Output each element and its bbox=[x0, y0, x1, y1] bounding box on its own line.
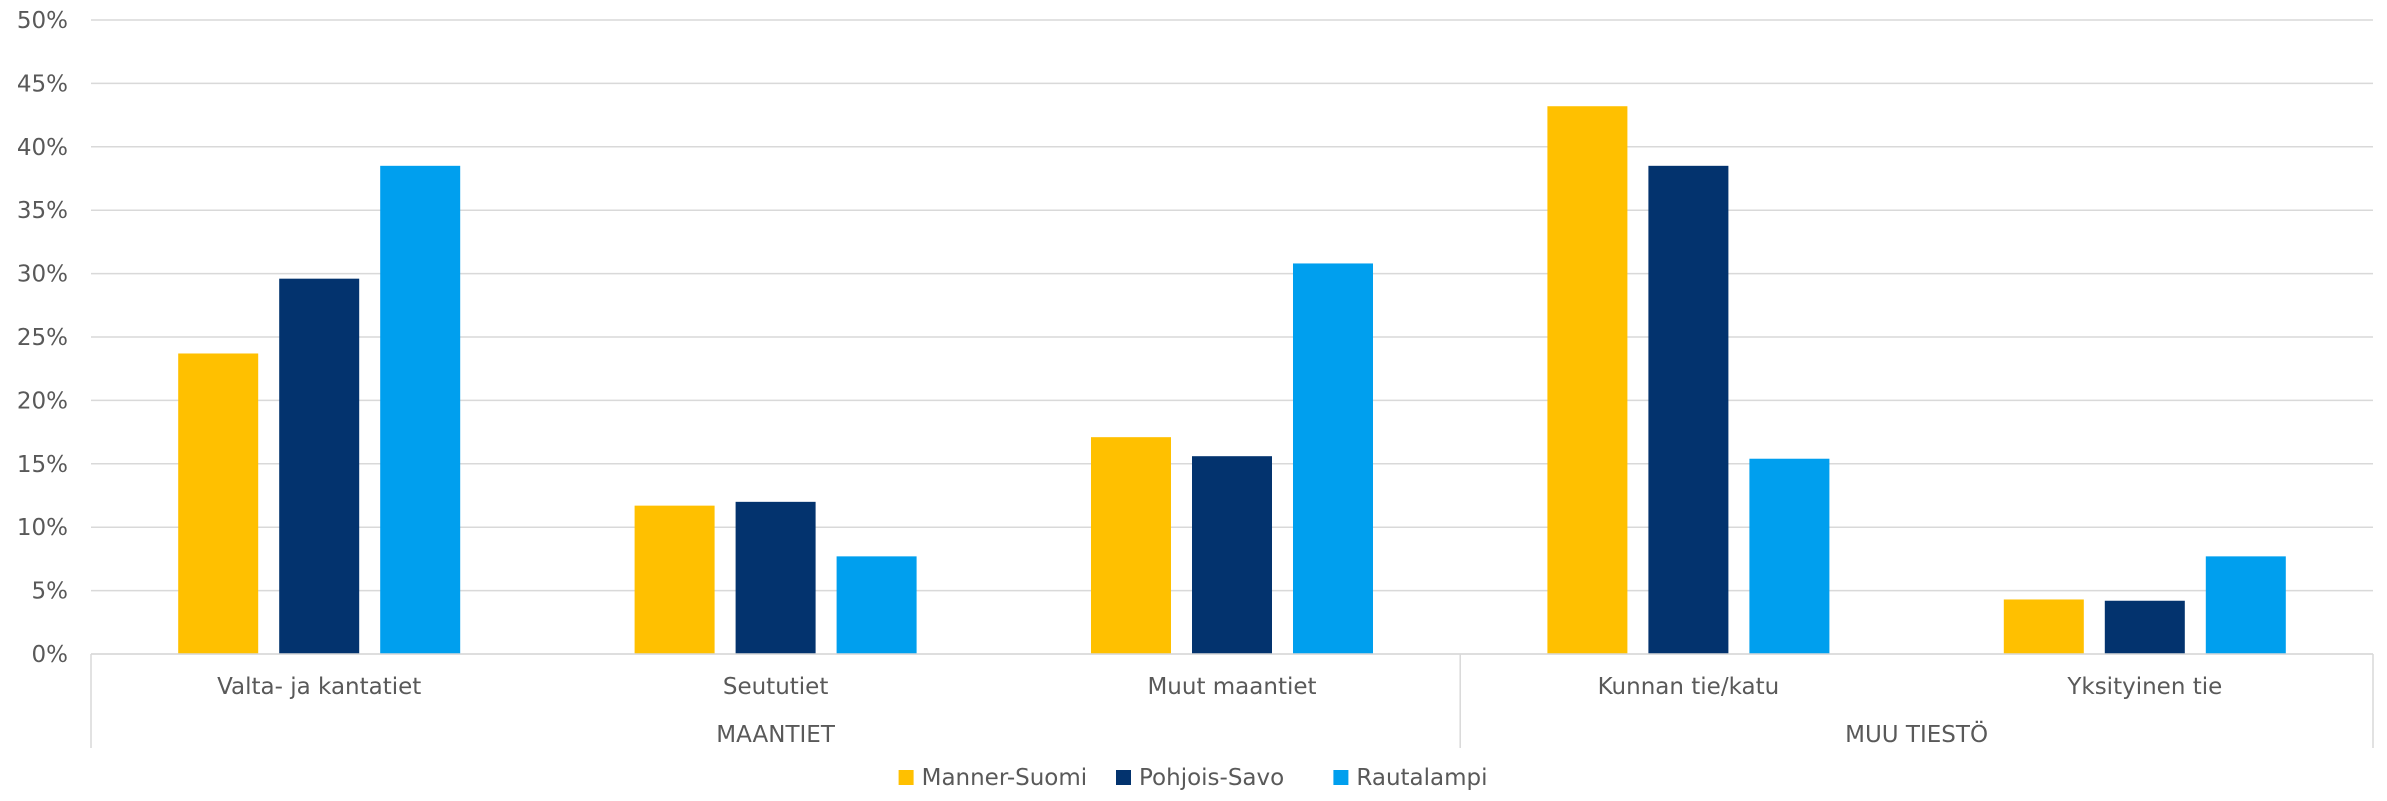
legend-swatch bbox=[898, 770, 914, 785]
bar bbox=[1091, 437, 1171, 654]
bar bbox=[1547, 106, 1628, 654]
bar bbox=[178, 353, 259, 654]
bar bbox=[380, 165, 461, 654]
bar bbox=[2003, 599, 2084, 654]
bar bbox=[1648, 165, 1729, 654]
bar bbox=[279, 278, 360, 654]
legend-swatch bbox=[1116, 770, 1131, 785]
y-tick-label: 0% bbox=[32, 642, 69, 668]
bars bbox=[178, 106, 2286, 654]
category-label: Seututiet bbox=[723, 674, 829, 700]
category-label: Valta- ja kantatiet bbox=[217, 674, 421, 700]
y-tick-label: 5% bbox=[32, 579, 69, 605]
legend-item: Manner-Suomi bbox=[898, 765, 1088, 791]
legend-swatch bbox=[1333, 770, 1349, 785]
category-label: Kunnan tie/katu bbox=[1598, 674, 1780, 700]
y-axis-ticks: 0% 5% 10% 15% 20% 25% 30% 35% 40% 45% 50% bbox=[17, 8, 68, 668]
bar bbox=[836, 556, 917, 654]
group-label: MAANTIET bbox=[716, 722, 836, 748]
category-label: Muut maantiet bbox=[1147, 674, 1316, 700]
y-tick-label: 45% bbox=[17, 71, 68, 97]
x-axis bbox=[90, 653, 2374, 748]
legend-label: Manner-Suomi bbox=[922, 765, 1088, 791]
legend-item: Rautalampi bbox=[1333, 765, 1488, 791]
bar bbox=[2104, 600, 2185, 654]
y-tick-label: 20% bbox=[17, 388, 68, 414]
y-tick-label: 15% bbox=[17, 452, 68, 478]
y-tick-label: 30% bbox=[17, 262, 68, 288]
y-tick-label: 50% bbox=[17, 8, 68, 34]
category-labels: Valta- ja kantatiet Seututiet Muut maantie… bbox=[217, 674, 2222, 700]
bar bbox=[1192, 456, 1272, 654]
gridlines bbox=[91, 19, 2373, 655]
bar bbox=[735, 501, 816, 654]
bar bbox=[634, 505, 715, 654]
y-tick-label: 40% bbox=[17, 135, 68, 161]
bar bbox=[1749, 458, 1830, 654]
bar bbox=[1293, 263, 1373, 654]
group-label: MUU TIESTÖ bbox=[1845, 720, 1988, 748]
bar bbox=[2205, 556, 2286, 654]
legend-label: Pohjois-Savo bbox=[1139, 765, 1284, 791]
y-tick-label: 10% bbox=[17, 515, 68, 541]
y-tick-label: 25% bbox=[17, 325, 68, 351]
y-tick-label: 35% bbox=[17, 198, 68, 224]
legend: Manner-Suomi Pohjois-Savo Rautalampi bbox=[898, 765, 1488, 791]
group-labels: MAANTIET MUU TIESTÖ bbox=[716, 720, 1988, 748]
category-label: Yksityinen tie bbox=[2066, 674, 2222, 700]
legend-label: Rautalampi bbox=[1356, 765, 1487, 791]
legend-item: Pohjois-Savo bbox=[1116, 765, 1284, 791]
